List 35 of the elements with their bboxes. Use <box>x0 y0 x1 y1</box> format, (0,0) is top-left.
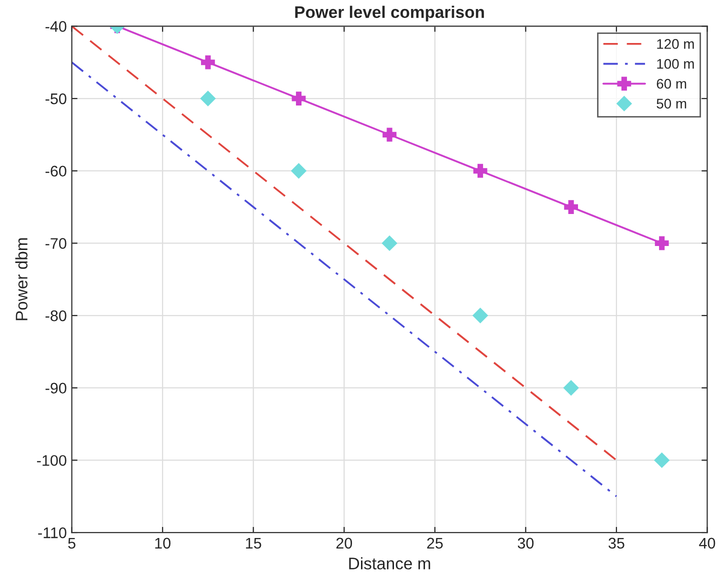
y-tick-label: -50 <box>46 93 66 104</box>
x-tick-label: 35 <box>608 538 624 549</box>
y-tick-label: -70 <box>46 238 66 249</box>
chart-title: Power level comparison <box>295 6 484 22</box>
y-tick-label: -90 <box>46 382 66 394</box>
x-tick-label: 5 <box>68 538 76 549</box>
y-tick-label: -110 <box>38 527 66 538</box>
legend-label: 100 m <box>657 58 694 69</box>
legend-label: 120 m <box>657 39 694 49</box>
x-tick-label: 15 <box>246 538 262 549</box>
x-tick-label: 40 <box>699 538 716 549</box>
point <box>473 164 488 178</box>
x-tick-label: 20 <box>336 538 352 549</box>
y-tick-label: -100 <box>37 455 66 466</box>
point <box>382 236 398 251</box>
x-axis-title: Distance m <box>349 557 430 570</box>
point <box>563 380 579 396</box>
point <box>472 308 488 324</box>
legend-label: 60 m <box>656 78 686 89</box>
y-axis-title: Power dbm <box>15 238 28 320</box>
y-tick-label: -60 <box>46 166 66 177</box>
point <box>292 92 306 106</box>
point <box>291 163 306 178</box>
x-tick-label: 25 <box>427 538 443 549</box>
point <box>382 128 396 142</box>
legend-label: 50 m <box>656 98 686 109</box>
point <box>654 236 669 250</box>
point <box>201 55 215 70</box>
point <box>564 200 578 214</box>
point <box>654 452 670 468</box>
x-tick-label: 30 <box>518 538 534 549</box>
x-tick-label: 10 <box>155 538 170 549</box>
y-tick-label: -40 <box>46 21 66 32</box>
y-tick-label: -80 <box>46 310 66 322</box>
point <box>200 90 216 106</box>
